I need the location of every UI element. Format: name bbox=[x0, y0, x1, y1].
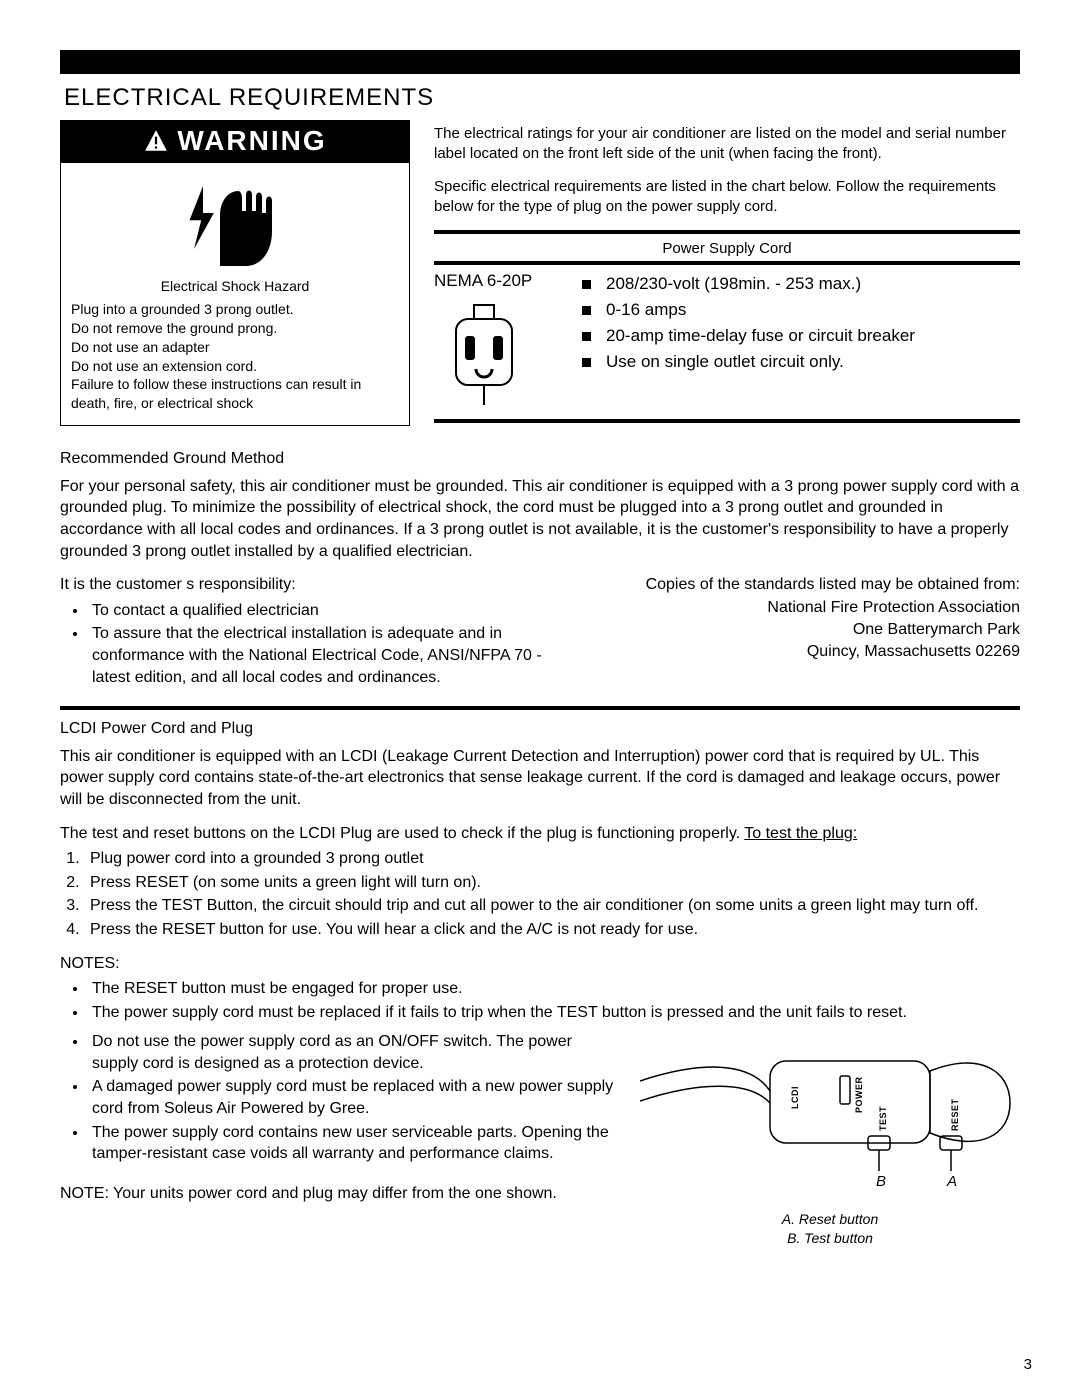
lcdi-step: Plug power cord into a grounded 3 prong … bbox=[84, 848, 1020, 870]
notes-top: The RESET button must be engaged for pro… bbox=[60, 978, 1020, 1023]
warning-line: Plug into a grounded 3 prong outlet. bbox=[71, 300, 399, 319]
alert-triangle-icon bbox=[143, 128, 169, 154]
note-item: The RESET button must be engaged for pro… bbox=[88, 978, 1020, 1000]
shock-hand-icon bbox=[180, 171, 290, 271]
intro-p1: The electrical ratings for your air cond… bbox=[434, 124, 1020, 163]
standards-intro: Copies of the standards listed may be ob… bbox=[579, 574, 1020, 596]
rule bbox=[434, 419, 1020, 423]
nema-item: 20-amp time-delay fuse or circuit breake… bbox=[582, 323, 1020, 349]
warning-header-text: WARNING bbox=[177, 125, 326, 157]
lcdi-p1: This air conditioner is equipped with an… bbox=[60, 746, 1020, 811]
page-number: 3 bbox=[1024, 1356, 1032, 1373]
section-title: ELECTRICAL REQUIREMENTS bbox=[64, 84, 1020, 112]
ground-paragraph: For your personal safety, this air condi… bbox=[60, 476, 1020, 562]
lcdi-steps: Plug power cord into a grounded 3 prong … bbox=[60, 848, 1020, 940]
responsibility-bullet: To contact a qualified electrician bbox=[88, 600, 547, 622]
intro-p2: Specific electrical requirements are lis… bbox=[434, 177, 1020, 216]
rule bbox=[60, 706, 1020, 710]
top-row: WARNING Electrical Shock Hazard Plug int… bbox=[60, 120, 1020, 426]
nema-label: NEMA 6-20P bbox=[434, 271, 564, 291]
power-label: POWER bbox=[854, 1077, 864, 1114]
nema-list: 208/230-volt (198min. - 253 max.) 0-16 a… bbox=[582, 271, 1020, 411]
lcdi-step: Press RESET (on some units a green light… bbox=[84, 872, 1020, 894]
nema-plug-icon bbox=[434, 297, 534, 407]
standards-line: National Fire Protection Association bbox=[579, 597, 1020, 619]
responsibility-col: It is the customer s responsibility: To … bbox=[60, 574, 547, 692]
warning-text: Electrical Shock Hazard Plug into a grou… bbox=[61, 275, 409, 425]
lcdi-diagram: LCDI POWER TEST RESET B A A. Reset butto… bbox=[640, 1027, 1020, 1247]
page: ELECTRICAL REQUIREMENTS WARNING bbox=[0, 0, 1080, 1397]
ground-section: Recommended Ground Method For your perso… bbox=[60, 448, 1020, 692]
warning-subtitle: Electrical Shock Hazard bbox=[71, 277, 399, 296]
note-item: The power supply cord contains new user … bbox=[88, 1122, 620, 1165]
nema-item: 0-16 amps bbox=[582, 297, 1020, 323]
lcdi-step: Press the TEST Button, the circuit shoul… bbox=[84, 895, 1020, 917]
warning-header: WARNING bbox=[61, 121, 409, 163]
responsibility-row: It is the customer s responsibility: To … bbox=[60, 574, 1020, 692]
shock-icon-area bbox=[61, 163, 409, 275]
lcdi-heading: LCDI Power Cord and Plug bbox=[60, 718, 1020, 740]
reset-label: RESET bbox=[950, 1099, 960, 1132]
warning-line: Do not use an adapter bbox=[71, 338, 399, 357]
plug-column: NEMA 6-20P bbox=[434, 271, 564, 411]
ground-heading: Recommended Ground Method bbox=[60, 448, 1020, 470]
lcdi-section: LCDI Power Cord and Plug This air condit… bbox=[60, 718, 1020, 1248]
top-black-bar bbox=[60, 50, 1020, 74]
note-item: The power supply cord must be replaced i… bbox=[88, 1002, 1020, 1024]
lcdi-p2b: To test the plug: bbox=[744, 825, 857, 842]
nema-item: 208/230-volt (198min. - 253 max.) bbox=[582, 271, 1020, 297]
mark-a: A bbox=[946, 1173, 957, 1190]
test-label: TEST bbox=[878, 1106, 888, 1131]
ps-title: Power Supply Cord bbox=[434, 234, 1020, 261]
warning-line: Failure to follow these instructions can… bbox=[71, 375, 399, 413]
lcdi-plug-icon: LCDI POWER TEST RESET B A bbox=[640, 1031, 1020, 1201]
intro-column: The electrical ratings for your air cond… bbox=[434, 120, 1020, 426]
warning-line: Do not remove the ground prong. bbox=[71, 319, 399, 338]
lcdi-p2a: The test and reset buttons on the LCDI P… bbox=[60, 825, 744, 842]
lcdi-row: Do not use the power supply cord as an O… bbox=[60, 1027, 1020, 1247]
nema-item: Use on single outlet circuit only. bbox=[582, 349, 1020, 375]
lcdi-p2: The test and reset buttons on the LCDI P… bbox=[60, 823, 1020, 845]
responsibility-bullet: To assure that the electrical installati… bbox=[88, 623, 547, 688]
standards-line: One Batterymarch Park bbox=[579, 619, 1020, 641]
warning-box: WARNING Electrical Shock Hazard Plug int… bbox=[60, 120, 410, 426]
notes-heading: NOTES: bbox=[60, 953, 1020, 975]
responsibility-intro: It is the customer s responsibility: bbox=[60, 574, 547, 596]
warning-line: Do not use an extension cord. bbox=[71, 357, 399, 376]
note-item: A damaged power supply cord must be repl… bbox=[88, 1076, 620, 1119]
lcdi-step: Press the RESET button for use. You will… bbox=[84, 919, 1020, 941]
lcdi-footnote: NOTE: Your units power cord and plug may… bbox=[60, 1183, 620, 1205]
note-item: Do not use the power supply cord as an O… bbox=[88, 1031, 620, 1074]
standards-col: Copies of the standards listed may be ob… bbox=[579, 574, 1020, 692]
standards-line: Quincy, Massachusetts 02269 bbox=[579, 641, 1020, 663]
lcdi-label: LCDI bbox=[790, 1086, 800, 1109]
mark-b: B bbox=[876, 1173, 886, 1190]
caption-a: A. Reset button B. Test button bbox=[640, 1210, 1020, 1248]
nema-block: NEMA 6-20P 208/230-vo bbox=[434, 265, 1020, 419]
lcdi-notes-side: Do not use the power supply cord as an O… bbox=[60, 1027, 620, 1247]
